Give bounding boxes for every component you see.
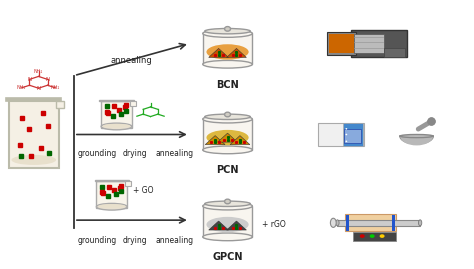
Ellipse shape xyxy=(330,218,336,227)
FancyBboxPatch shape xyxy=(101,101,132,128)
Ellipse shape xyxy=(205,29,250,34)
FancyBboxPatch shape xyxy=(354,34,384,53)
Wedge shape xyxy=(400,136,433,146)
Ellipse shape xyxy=(205,201,250,207)
FancyBboxPatch shape xyxy=(94,180,129,181)
FancyBboxPatch shape xyxy=(346,214,349,231)
Ellipse shape xyxy=(419,220,422,226)
Ellipse shape xyxy=(11,155,56,165)
Ellipse shape xyxy=(346,128,347,130)
FancyBboxPatch shape xyxy=(384,48,405,57)
FancyBboxPatch shape xyxy=(96,181,127,208)
Text: BCN: BCN xyxy=(216,80,239,90)
FancyBboxPatch shape xyxy=(9,101,59,168)
Text: annealing: annealing xyxy=(155,236,194,245)
Ellipse shape xyxy=(101,123,132,130)
Ellipse shape xyxy=(225,112,230,117)
Bar xyxy=(203,206,252,237)
Text: annealing: annealing xyxy=(111,56,153,65)
Text: NH₂: NH₂ xyxy=(34,69,43,74)
Text: NH₂: NH₂ xyxy=(51,86,60,90)
Ellipse shape xyxy=(207,130,249,145)
Ellipse shape xyxy=(370,234,374,238)
Ellipse shape xyxy=(207,44,249,60)
Text: NH₂: NH₂ xyxy=(17,86,26,90)
Text: annealing: annealing xyxy=(155,149,194,158)
Ellipse shape xyxy=(103,124,130,128)
Text: PCN: PCN xyxy=(216,165,239,175)
Text: N: N xyxy=(46,77,50,82)
Text: grounding: grounding xyxy=(78,236,117,245)
Text: drying: drying xyxy=(123,149,148,158)
Ellipse shape xyxy=(203,61,252,68)
FancyBboxPatch shape xyxy=(318,123,365,146)
Polygon shape xyxy=(230,136,250,145)
Ellipse shape xyxy=(346,134,347,135)
Ellipse shape xyxy=(203,202,252,210)
Ellipse shape xyxy=(205,114,250,119)
FancyBboxPatch shape xyxy=(345,214,396,231)
Ellipse shape xyxy=(400,134,433,138)
Ellipse shape xyxy=(96,203,127,210)
Polygon shape xyxy=(209,221,228,230)
FancyBboxPatch shape xyxy=(329,34,354,54)
Polygon shape xyxy=(218,133,237,142)
Ellipse shape xyxy=(225,199,230,204)
FancyBboxPatch shape xyxy=(392,214,395,231)
FancyBboxPatch shape xyxy=(327,32,356,55)
Bar xyxy=(203,119,252,150)
Ellipse shape xyxy=(336,220,339,226)
Ellipse shape xyxy=(346,140,347,142)
Polygon shape xyxy=(227,221,246,230)
Text: grounding: grounding xyxy=(78,149,117,158)
FancyBboxPatch shape xyxy=(99,100,134,101)
FancyBboxPatch shape xyxy=(130,101,136,106)
Ellipse shape xyxy=(203,115,252,123)
Text: + rGO: + rGO xyxy=(262,220,285,229)
FancyBboxPatch shape xyxy=(125,181,131,186)
Polygon shape xyxy=(205,136,225,145)
Ellipse shape xyxy=(360,234,365,238)
FancyBboxPatch shape xyxy=(56,101,64,108)
Text: drying: drying xyxy=(123,236,148,245)
FancyBboxPatch shape xyxy=(344,129,361,143)
FancyBboxPatch shape xyxy=(351,30,407,57)
Ellipse shape xyxy=(203,30,252,37)
Text: N: N xyxy=(36,86,41,91)
Ellipse shape xyxy=(225,27,230,31)
Polygon shape xyxy=(227,48,246,57)
Text: N: N xyxy=(27,77,32,82)
FancyBboxPatch shape xyxy=(354,232,396,240)
Bar xyxy=(203,33,252,64)
FancyBboxPatch shape xyxy=(337,220,420,226)
Ellipse shape xyxy=(380,234,384,238)
Text: GPCN: GPCN xyxy=(212,252,243,262)
Ellipse shape xyxy=(203,146,252,154)
Ellipse shape xyxy=(98,204,125,208)
Ellipse shape xyxy=(203,233,252,241)
Polygon shape xyxy=(209,48,228,57)
Ellipse shape xyxy=(207,217,249,232)
FancyBboxPatch shape xyxy=(343,123,364,146)
FancyBboxPatch shape xyxy=(6,98,62,101)
Text: + GO: + GO xyxy=(133,186,154,195)
